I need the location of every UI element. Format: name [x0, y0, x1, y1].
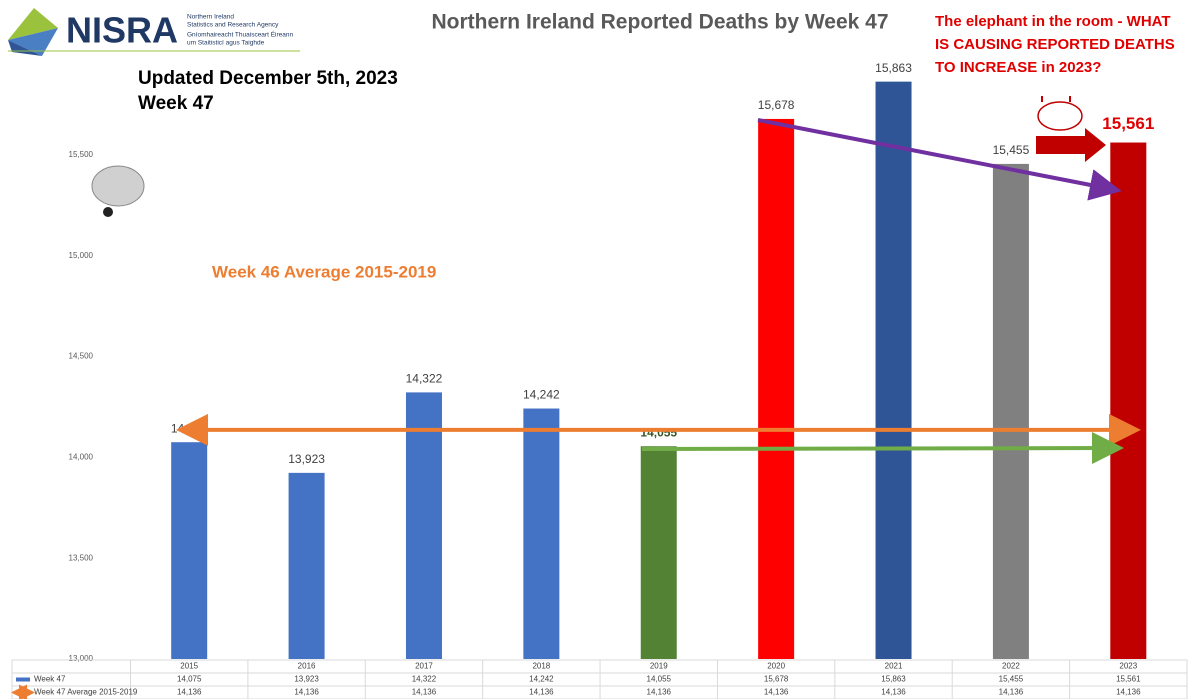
logo-line: um Staitisticí agus Taighde: [187, 40, 265, 47]
data-label: 15,561: [1102, 114, 1154, 133]
logo-shape: [8, 40, 42, 56]
table-value: 14,322: [412, 675, 437, 684]
bar: [288, 472, 325, 659]
x-tick-label: 2017: [415, 662, 433, 671]
data-label: 14,055: [640, 425, 677, 439]
logo: NISRA Northern Ireland Statistics and Re…: [8, 8, 300, 56]
logo-shape: [8, 8, 58, 40]
average-label: Week 46 Average 2015-2019: [212, 262, 436, 281]
wolf-head: [91, 165, 145, 207]
table-value: 15,455: [999, 675, 1024, 684]
table-value: 14,136: [999, 688, 1024, 697]
table-value: 14,055: [647, 675, 672, 684]
y-tick-label: 15,000: [69, 251, 94, 260]
trend-arrow: [757, 118, 1122, 201]
x-tick-label: 2019: [650, 662, 668, 671]
elephant-icon: [1037, 96, 1083, 131]
logo-line: Northern Ireland: [187, 14, 234, 21]
table-value: 14,136: [294, 688, 319, 697]
table-value: 13,923: [294, 675, 319, 684]
y-tick-label: 13,500: [69, 553, 94, 562]
x-tick-label: 2021: [885, 662, 903, 671]
table-value: 15,678: [764, 675, 789, 684]
chart-title: Northern Ireland Reported Deaths by Week…: [431, 11, 888, 34]
annotation: IS CAUSING REPORTED DEATHS: [935, 36, 1175, 53]
legend-label: Week 47 Average 2015-2019: [34, 688, 138, 697]
legend-key: [16, 677, 30, 682]
logo-line: Gníomhaireacht Thuaisceart Éireann: [187, 30, 293, 39]
highlight-arrow: [1036, 128, 1106, 162]
x-tick-label: 2016: [298, 662, 316, 671]
subtitle: Week 47: [138, 93, 214, 114]
data-label: 15,678: [758, 98, 795, 112]
subtitle: Updated December 5th, 2023: [138, 68, 398, 89]
table-value: 14,136: [1116, 688, 1141, 697]
logo-shape: [8, 28, 58, 56]
table-value: 14,136: [647, 688, 672, 697]
x-tick-label: 2020: [767, 662, 785, 671]
y-tick-label: 14,000: [69, 452, 94, 461]
table-value: 14,136: [529, 688, 554, 697]
bar: [171, 442, 208, 659]
bar: [405, 392, 442, 659]
bar: [875, 81, 912, 659]
logo-name: NISRA: [66, 10, 178, 51]
table-value: 14,136: [764, 688, 789, 697]
bar: [1110, 142, 1147, 659]
bar: [758, 118, 795, 660]
table-value: 14,136: [177, 688, 202, 697]
paw: [103, 207, 113, 217]
x-tick-label: 2023: [1119, 662, 1137, 671]
legend-label: Week 47: [34, 675, 66, 684]
bar: [640, 446, 677, 659]
bar: [523, 408, 560, 659]
bar: [992, 163, 1029, 660]
elephant-body: [1037, 101, 1083, 131]
y-tick-label: 15,500: [69, 150, 94, 159]
plot: 13,000 13,500 14,000 14,500 15,000 15,500 14,0…: [11, 61, 1188, 699]
x-tick-label: 2022: [1002, 662, 1020, 671]
data-label: 14,242: [523, 388, 560, 402]
annotation: TO INCREASE in 2023?: [935, 59, 1101, 76]
logo-line: Statistics and Research Agency: [187, 22, 279, 29]
data-label: 13,923: [288, 452, 325, 466]
x-tick-label: 2015: [180, 662, 198, 671]
table-value: 15,561: [1116, 675, 1141, 684]
annotation: The elephant in the room - WHAT: [935, 13, 1171, 30]
table-value: 14,075: [177, 675, 202, 684]
data-label: 15,863: [875, 61, 912, 75]
table-value: 15,863: [881, 675, 906, 684]
table-value: 14,242: [529, 675, 554, 684]
trend-arrow: [641, 432, 1124, 465]
table-value: 14,136: [412, 688, 437, 697]
table-value: 14,136: [881, 688, 906, 697]
data-label: 15,455: [993, 143, 1030, 157]
y-tick-label: 14,500: [69, 352, 94, 361]
data-label: 14,322: [406, 372, 443, 386]
wolf-icon: [91, 165, 145, 217]
x-tick-label: 2018: [532, 662, 550, 671]
y-tick-label: 13,000: [69, 654, 94, 663]
